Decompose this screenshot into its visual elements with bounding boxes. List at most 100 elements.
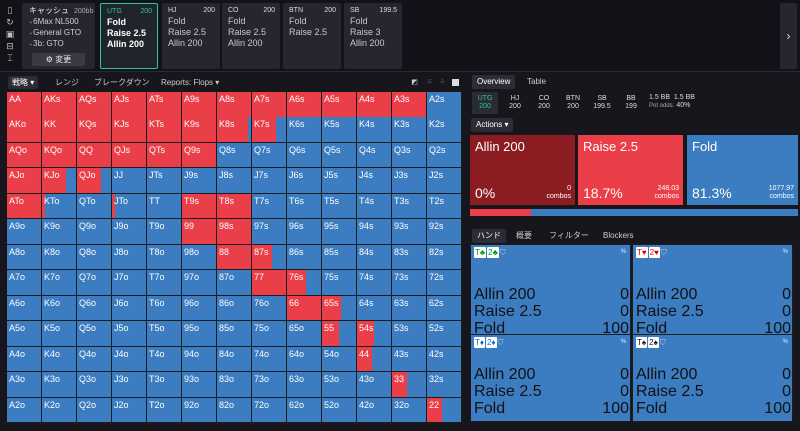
- hand-cell-54o[interactable]: 54o: [322, 346, 357, 373]
- hand-cell-K3o[interactable]: K3o: [42, 372, 77, 398]
- position-action[interactable]: Fold: [168, 16, 186, 26]
- hand-cell-52o[interactable]: 52o: [322, 397, 357, 424]
- position-action[interactable]: Raise 3: [350, 27, 381, 37]
- hand-cell-63s[interactable]: 63s: [392, 295, 427, 322]
- hand-cell-J3s[interactable]: J3s: [392, 168, 427, 194]
- position-action[interactable]: Raise 2.5: [107, 28, 147, 38]
- hand-cell-96o[interactable]: 96o: [182, 295, 217, 322]
- hand-cell-J9s[interactable]: J9s: [182, 168, 217, 194]
- hand-cell-K5o[interactable]: K5o: [42, 321, 77, 347]
- hand-cell-Q5s[interactable]: Q5s: [322, 142, 357, 169]
- hand-cell-KJs[interactable]: KJs: [112, 117, 147, 143]
- hand-cell-74o[interactable]: 74o: [252, 346, 287, 373]
- tab-summary[interactable]: 概要: [516, 231, 532, 240]
- hand-cell-AJs[interactable]: AJs: [112, 92, 147, 118]
- hand-cell-63o[interactable]: 63o: [287, 372, 322, 398]
- hand-cell-Q7o[interactable]: Q7o: [77, 270, 112, 296]
- hand-cell-QTo[interactable]: QTo: [77, 193, 112, 220]
- hand-cell-JJ[interactable]: JJ: [112, 168, 147, 194]
- hand-cell-AQo[interactable]: AQo: [7, 142, 42, 169]
- hand-cell-J7o[interactable]: J7o: [112, 270, 147, 296]
- hand-cell-T6o[interactable]: T6o: [147, 295, 182, 322]
- hand-cell-66[interactable]: 66: [287, 295, 322, 322]
- hand-cell-93s[interactable]: 93s: [392, 219, 427, 245]
- hand-cell-T8s[interactable]: T8s: [217, 193, 252, 220]
- hand-cell-JTs[interactable]: JTs: [147, 168, 182, 194]
- hand-cell-62o[interactable]: 62o: [287, 397, 322, 424]
- hand-cell-KQs[interactable]: KQs: [77, 117, 112, 143]
- hand-cell-T7s[interactable]: T7s: [252, 193, 287, 220]
- copy-icon[interactable]: ▯: [7, 5, 13, 15]
- hand-detail[interactable]: T♣ 2♣ ⛉% Allin 200 0 Raise 2.5 0 Fold 100: [470, 244, 631, 340]
- refresh-icon[interactable]: ↻: [6, 17, 14, 27]
- hand-cell-T9o[interactable]: T9o: [147, 219, 182, 245]
- actions-dropdown[interactable]: Actions ▾: [471, 118, 514, 132]
- hand-cell-Q7s[interactable]: Q7s: [252, 142, 287, 169]
- hand-cell-74s[interactable]: 74s: [357, 270, 392, 296]
- hand-cell-A6s[interactable]: A6s: [287, 92, 322, 118]
- hand-cell-A6o[interactable]: A6o: [7, 295, 42, 322]
- hand-cell-A2o[interactable]: A2o: [7, 397, 42, 424]
- hand-cell-K4o[interactable]: K4o: [42, 346, 77, 373]
- hand-cell-62s[interactable]: 62s: [427, 295, 462, 322]
- position-action[interactable]: Raise 2.5: [168, 27, 207, 37]
- hand-cell-T2s[interactable]: T2s: [427, 193, 462, 220]
- hand-cell-82s[interactable]: 82s: [427, 244, 462, 271]
- hand-cell-84o[interactable]: 84o: [217, 346, 252, 373]
- hand-cell-K2o[interactable]: K2o: [42, 397, 77, 424]
- hand-cell-88[interactable]: 88: [217, 244, 252, 271]
- hand-cell-42s[interactable]: 42s: [427, 346, 462, 373]
- position-card-btn[interactable]: BTN 200 Fold Raise 2.5: [283, 3, 341, 69]
- hand-cell-53o[interactable]: 53o: [322, 372, 357, 398]
- hand-cell-KJo[interactable]: KJo: [42, 168, 77, 194]
- save-icon[interactable]: ▣: [5, 29, 15, 39]
- hand-cell-A5s[interactable]: A5s: [322, 92, 357, 118]
- hand-cell-86o[interactable]: 86o: [217, 295, 252, 322]
- hand-cell-J6s[interactable]: J6s: [287, 168, 322, 194]
- hand-cell-33[interactable]: 33: [392, 372, 427, 398]
- stack-utg[interactable]: UTG 200: [472, 92, 498, 114]
- hand-cell-T3o[interactable]: T3o: [147, 372, 182, 398]
- hand-cell-Q4o[interactable]: Q4o: [77, 346, 112, 373]
- hand-cell-J5s[interactable]: J5s: [322, 168, 357, 194]
- action-box[interactable]: Fold 81.3% 1077.97 combos: [687, 135, 798, 205]
- hand-cell-J9o[interactable]: J9o: [112, 219, 147, 245]
- hand-cell-A7o[interactable]: A7o: [7, 270, 42, 296]
- hand-detail[interactable]: T♦ 2♦ ⛉% Allin 200 0 Raise 2.5 0 Fold 100: [470, 334, 631, 422]
- text-cursor-icon[interactable]: ⌶: [7, 53, 13, 63]
- contrast-icon[interactable]: ◩: [411, 79, 418, 86]
- stack-bb[interactable]: BB 199: [618, 92, 644, 114]
- hand-cell-85o[interactable]: 85o: [217, 321, 252, 347]
- position-card-sb[interactable]: SB 199.5 Fold Raise 3 Allin 200: [344, 3, 402, 69]
- hand-cell-Q2o[interactable]: Q2o: [77, 397, 112, 424]
- hand-cell-K7o[interactable]: K7o: [42, 270, 77, 296]
- position-card-hj[interactable]: HJ 200 Fold Raise 2.5 Allin 200: [162, 3, 220, 69]
- hand-cell-T5o[interactable]: T5o: [147, 321, 182, 347]
- hand-cell-76s[interactable]: 76s: [287, 270, 322, 296]
- position-action[interactable]: Allin 200: [107, 39, 145, 49]
- hand-cell-22[interactable]: 22: [427, 397, 462, 424]
- hand-cell-72s[interactable]: 72s: [427, 270, 462, 296]
- hand-cell-95o[interactable]: 95o: [182, 321, 217, 347]
- hand-cell-87s[interactable]: 87s: [252, 244, 287, 271]
- hand-cell-QTs[interactable]: QTs: [147, 142, 182, 169]
- hand-cell-85s[interactable]: 85s: [322, 244, 357, 271]
- tab-filter[interactable]: フィルター: [549, 231, 589, 240]
- hand-cell-65o[interactable]: 65o: [287, 321, 322, 347]
- hand-cell-Q8o[interactable]: Q8o: [77, 244, 112, 271]
- position-card-utg[interactable]: UTG 200 Fold Raise 2.5 Allin 200: [100, 3, 158, 69]
- position-action[interactable]: Allin 200: [168, 38, 203, 48]
- hand-cell-AA[interactable]: AA: [7, 92, 42, 118]
- hand-cell-Q9o[interactable]: Q9o: [77, 219, 112, 245]
- hand-cell-42o[interactable]: 42o: [357, 397, 392, 424]
- hand-cell-QJo[interactable]: QJo: [77, 168, 112, 194]
- hand-cell-A8o[interactable]: A8o: [7, 244, 42, 271]
- hand-cell-K4s[interactable]: K4s: [357, 117, 392, 143]
- hand-cell-65s[interactable]: 65s: [322, 295, 357, 322]
- hand-cell-Q3s[interactable]: Q3s: [392, 142, 427, 169]
- hand-cell-K3s[interactable]: K3s: [392, 117, 427, 143]
- hand-cell-97s[interactable]: 97s: [252, 219, 287, 245]
- hand-detail[interactable]: T♠ 2♠ ⛉% Allin 200 0 Raise 2.5 0 Fold 100: [632, 334, 793, 422]
- hand-cell-JTo[interactable]: JTo: [112, 193, 147, 220]
- hand-cell-T4s[interactable]: T4s: [357, 193, 392, 220]
